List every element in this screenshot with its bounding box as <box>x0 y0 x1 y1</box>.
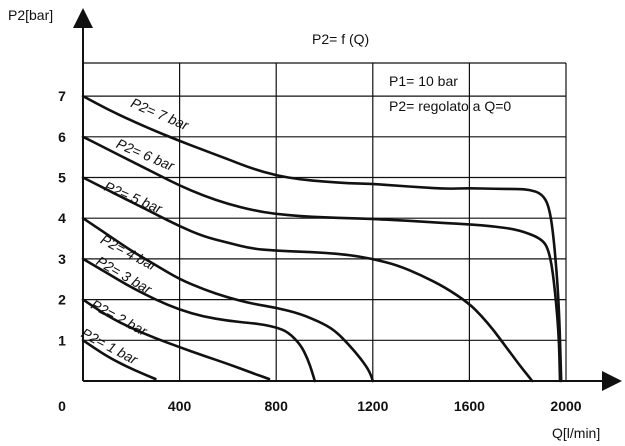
series-line-p2-2-bar <box>81 298 271 381</box>
tick-labels: 0 400 800 1200 1600 2000 1 2 3 4 5 6 7 <box>58 88 582 414</box>
series-line-p2-6-bar <box>81 135 562 383</box>
series-line-p2-5-bar <box>81 176 534 383</box>
y-tick-5: 5 <box>58 170 66 186</box>
x-tick-1200: 1200 <box>357 398 388 414</box>
x-tick-800: 800 <box>265 398 289 414</box>
annotation-p1: P1= 10 bar <box>389 73 458 89</box>
series-label-2: P2= 5 bar <box>102 178 166 217</box>
annotation-p2: P2= regolato a Q=0 <box>389 98 511 114</box>
x-tick-2000: 2000 <box>550 398 581 414</box>
chart-title: P2= f (Q) <box>312 31 369 47</box>
series-line-p2-7-bar <box>81 94 563 383</box>
series-line-p2-1-bar <box>81 339 157 381</box>
y-tick-6: 6 <box>58 129 66 145</box>
y-axis-label: P2[bar] <box>8 7 53 23</box>
x-tick-400: 400 <box>168 398 192 414</box>
y-tick-4: 4 <box>58 210 66 226</box>
y-tick-2: 2 <box>58 292 66 308</box>
x-tick-1600: 1600 <box>454 398 485 414</box>
y-tick-3: 3 <box>58 251 66 267</box>
series-line-p2-4-bar <box>81 216 375 383</box>
axes <box>73 8 622 391</box>
x-tick-0: 0 <box>58 398 66 414</box>
y-tick-1: 1 <box>58 332 66 348</box>
series-curves <box>81 94 563 383</box>
y-tick-7: 7 <box>58 88 66 104</box>
series-line-p2-3-bar <box>81 257 317 383</box>
series-label-0: P2= 7 bar <box>129 95 193 134</box>
x-axis-label: Q[l/min] <box>552 425 600 441</box>
